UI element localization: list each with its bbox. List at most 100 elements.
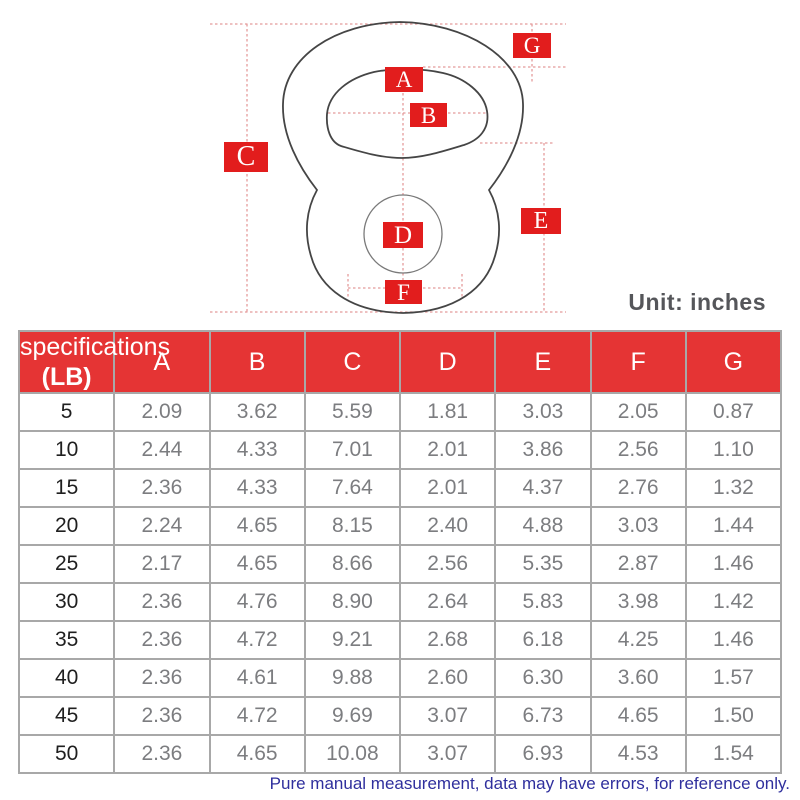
value-cell: 2.36	[113, 620, 211, 660]
dim-label-b: B	[410, 103, 447, 127]
unit-label: Unit: inches	[628, 289, 766, 315]
weight-cell: 5	[17, 392, 116, 432]
table-row: 25 2.17 4.65 8.66 2.56 5.35 2.87 1.46	[17, 544, 783, 584]
base-circle-outline	[363, 194, 443, 274]
value-cell: 1.46	[684, 544, 783, 584]
value-cell: 6.73	[494, 696, 592, 736]
value-cell: 2.40	[398, 506, 497, 546]
weight-cell: 30	[17, 582, 116, 622]
value-cell: 1.10	[684, 430, 783, 470]
table-row: 35 2.36 4.72 9.21 2.68 6.18 4.25 1.46	[17, 620, 783, 660]
spec-header-line1: specifications	[20, 333, 171, 361]
value-cell: 2.76	[589, 468, 687, 508]
value-cell: 4.33	[208, 468, 306, 508]
value-cell: 2.56	[589, 430, 687, 470]
weight-cell: 25	[17, 544, 116, 584]
spec-header-line2: (LB)	[41, 363, 92, 391]
value-cell: 2.05	[589, 392, 687, 432]
value-cell: 8.15	[303, 506, 402, 546]
value-cell: 9.88	[303, 658, 402, 698]
value-cell: 3.03	[589, 506, 687, 546]
table-row: 40 2.36 4.61 9.88 2.60 6.30 3.60 1.57	[17, 658, 783, 698]
value-cell: 2.44	[113, 430, 211, 470]
value-cell: 1.32	[684, 468, 783, 508]
value-cell: 4.37	[494, 468, 592, 508]
value-cell: 6.93	[494, 734, 592, 774]
table-row: 5 2.09 3.62 5.59 1.81 3.03 2.05 0.87	[17, 392, 783, 432]
weight-cell: 45	[17, 696, 116, 736]
value-cell: 3.60	[589, 658, 687, 698]
dim-label-a: A	[385, 67, 423, 92]
weight-cell: 20	[17, 506, 116, 546]
value-cell: 1.46	[684, 620, 783, 660]
value-cell: 8.90	[303, 582, 402, 622]
value-cell: 4.53	[589, 734, 687, 774]
value-cell: 9.21	[303, 620, 402, 660]
value-cell: 6.30	[494, 658, 592, 698]
kettlebell-body-outline	[282, 21, 524, 314]
value-cell: 3.98	[589, 582, 687, 622]
table-row: 50 2.36 4.65 10.08 3.07 6.93 4.53 1.54	[17, 734, 783, 774]
value-cell: 7.01	[303, 430, 402, 470]
column-header-e: E	[494, 330, 592, 394]
table-row: 20 2.24 4.65 8.15 2.40 4.88 3.03 1.44	[17, 506, 783, 546]
value-cell: 2.56	[398, 544, 497, 584]
value-cell: 10.08	[303, 734, 402, 774]
dim-label-e: E	[521, 208, 561, 234]
weight-cell: 40	[17, 658, 116, 698]
value-cell: 2.01	[398, 430, 497, 470]
value-cell: 1.54	[684, 734, 783, 774]
weight-cell: 35	[17, 620, 116, 660]
dim-label-g: G	[513, 33, 551, 58]
value-cell: 1.50	[684, 696, 783, 736]
value-cell: 3.03	[494, 392, 592, 432]
dim-label-f: F	[385, 280, 422, 304]
value-cell: 5.59	[303, 392, 402, 432]
value-cell: 5.35	[494, 544, 592, 584]
value-cell: 4.61	[208, 658, 306, 698]
value-cell: 2.36	[113, 734, 211, 774]
value-cell: 3.07	[398, 696, 497, 736]
table-row: 45 2.36 4.72 9.69 3.07 6.73 4.65 1.50	[17, 696, 783, 736]
weight-cell: 15	[17, 468, 116, 508]
value-cell: 4.88	[494, 506, 592, 546]
value-cell: 2.36	[113, 468, 211, 508]
value-cell: 1.81	[398, 392, 497, 432]
column-header-g: G	[684, 330, 783, 394]
column-header-b: B	[208, 330, 306, 394]
value-cell: 3.62	[208, 392, 306, 432]
column-header-c: C	[303, 330, 402, 394]
table-row: 10 2.44 4.33 7.01 2.01 3.86 2.56 1.10	[17, 430, 783, 470]
value-cell: 2.36	[113, 658, 211, 698]
value-cell: 4.33	[208, 430, 306, 470]
weight-cell: 10	[17, 430, 116, 470]
value-cell: 2.64	[398, 582, 497, 622]
dim-label-d: D	[383, 222, 423, 248]
table-row: 30 2.36 4.76 8.90 2.64 5.83 3.98 1.42	[17, 582, 783, 622]
value-cell: 4.65	[208, 734, 306, 774]
value-cell: 2.17	[113, 544, 211, 584]
value-cell: 2.60	[398, 658, 497, 698]
spec-header-cell: specifications (LB)	[17, 330, 170, 394]
spec-table-header: specifications (LB) A B C D E F G	[17, 330, 783, 394]
value-cell: 5.83	[494, 582, 592, 622]
value-cell: 4.76	[208, 582, 306, 622]
value-cell: 8.66	[303, 544, 402, 584]
kettlebell-diagram: A B C D E F G Unit: inches	[0, 0, 800, 330]
handle-hole-outline	[325, 68, 489, 159]
column-header-f: F	[589, 330, 687, 394]
column-header-a: A	[113, 330, 211, 394]
value-cell: 2.68	[398, 620, 497, 660]
spec-table: specifications (LB) A B C D E F G 5 2.09…	[17, 330, 783, 774]
column-header-d: D	[398, 330, 497, 394]
table-row: 15 2.36 4.33 7.64 2.01 4.37 2.76 1.32	[17, 468, 783, 508]
value-cell: 2.87	[589, 544, 687, 584]
value-cell: 4.72	[208, 620, 306, 660]
value-cell: 3.07	[398, 734, 497, 774]
value-cell: 6.18	[494, 620, 592, 660]
value-cell: 3.86	[494, 430, 592, 470]
value-cell: 2.36	[113, 582, 211, 622]
value-cell: 4.25	[589, 620, 687, 660]
value-cell: 4.65	[589, 696, 687, 736]
